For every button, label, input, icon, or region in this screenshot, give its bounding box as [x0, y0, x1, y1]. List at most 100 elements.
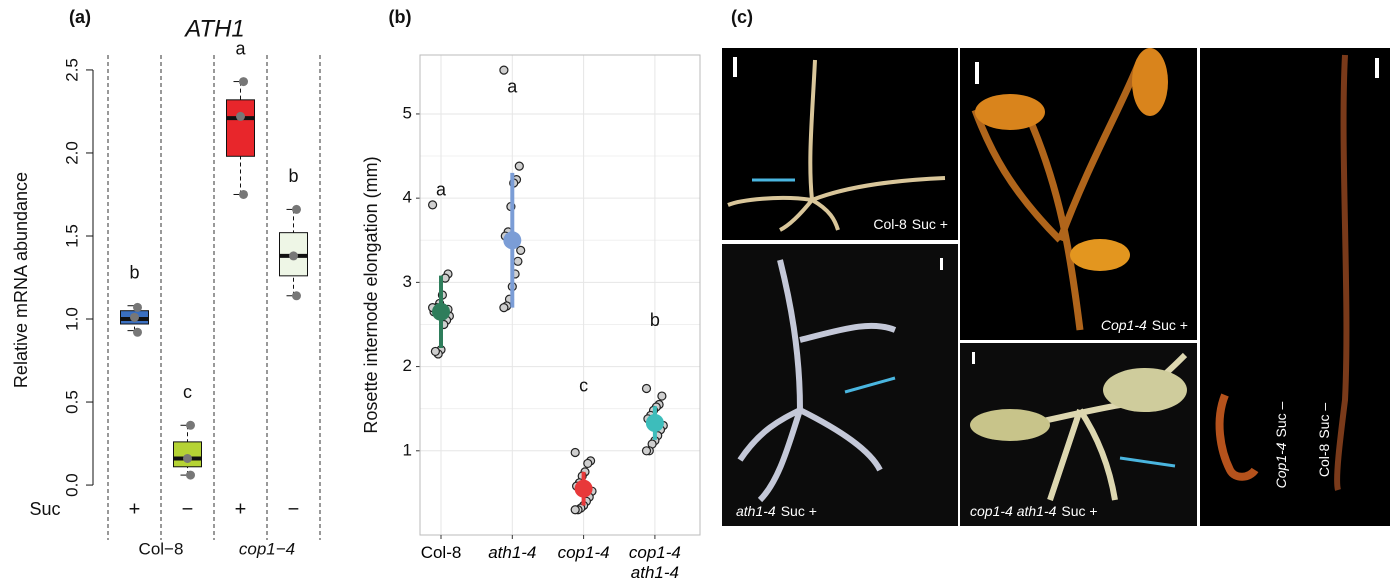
point — [430, 346, 440, 357]
x-tick-label: + — [235, 498, 247, 520]
point — [133, 327, 142, 337]
point — [239, 189, 248, 199]
arrow — [844, 376, 1176, 468]
x-tick-label: − — [288, 498, 300, 520]
photo-label: Cop1-4 Suc + — [1101, 317, 1188, 333]
panel-label: (b) — [389, 7, 412, 27]
point — [183, 453, 192, 463]
panel-label: (c) — [731, 7, 753, 27]
photo-genotype: ath1-4 — [736, 503, 776, 519]
x-tick-label: cop1-4 — [557, 543, 610, 562]
photo — [722, 48, 958, 240]
y-tick-label: 3 — [403, 272, 412, 291]
box — [226, 99, 255, 157]
group-label: cop1−4 — [239, 539, 295, 558]
significance-letter: a — [436, 179, 447, 199]
y-tick-label: 0.5 — [62, 390, 81, 414]
y-axis-label: Relative mRNA abundance — [11, 172, 31, 388]
leaf — [975, 94, 1045, 130]
point — [513, 256, 523, 266]
point — [186, 470, 195, 480]
significance-letter: c — [183, 382, 192, 402]
chart-title: ATH1 — [183, 15, 245, 42]
y-tick-label: 2 — [403, 356, 412, 375]
scale-bar — [1375, 58, 1379, 78]
y-tick-label: 2.5 — [62, 58, 81, 82]
x-tick-label: Col-8 — [420, 543, 462, 562]
point — [292, 204, 301, 214]
plant — [727, 59, 946, 232]
point — [499, 303, 509, 313]
photo-label: Col-8 Suc – — [1316, 403, 1332, 477]
plant — [737, 259, 897, 503]
leaf — [970, 409, 1050, 441]
significance-letter: c — [579, 376, 588, 396]
point — [641, 446, 652, 456]
y-tick-label: 1.5 — [62, 224, 81, 248]
mean-point — [503, 231, 522, 250]
leaf — [1103, 368, 1187, 412]
significance-letter: b — [288, 166, 298, 186]
photo-panel — [722, 48, 1390, 526]
point — [570, 505, 580, 515]
y-axis-label: Rosette internode elongation (mm) — [361, 156, 381, 433]
scale-bar — [940, 258, 943, 270]
significance-letter: a — [235, 38, 246, 58]
photo-condition: Suc + — [781, 503, 817, 519]
significance-letter: a — [507, 77, 518, 97]
significance-letter: b — [129, 262, 139, 282]
point — [641, 383, 652, 394]
scale-bar — [975, 62, 979, 84]
photo-genotype: Col-8 — [1316, 443, 1332, 477]
point — [292, 291, 301, 301]
photo-condition: Suc – — [1316, 403, 1332, 439]
point — [130, 312, 139, 322]
plant — [1215, 393, 1259, 481]
point — [516, 245, 526, 255]
significance-letter: b — [650, 310, 660, 330]
photo-label: Cop1-4 Suc – — [1273, 401, 1289, 488]
x-tick-label: + — [129, 498, 141, 520]
mean-point — [574, 479, 593, 498]
group-label: Col−8 — [139, 539, 184, 558]
point — [657, 391, 667, 401]
panel-label: (a) — [69, 7, 91, 27]
point — [570, 447, 580, 458]
x-tick-label: ath1-4 — [488, 543, 537, 562]
point — [236, 111, 245, 121]
photo — [722, 244, 958, 526]
y-tick-label: 4 — [403, 188, 412, 207]
photo-genotype: Cop1-4 — [1101, 317, 1147, 333]
x-tick-label: cop1-4 ath1-4 — [628, 543, 681, 582]
y-tick-label: 1 — [403, 440, 412, 459]
photo-genotype: Cop1-4 — [1273, 442, 1289, 488]
scale-bar — [733, 57, 737, 77]
y-tick-label: 0.0 — [62, 473, 81, 497]
photo-label: Col-8 Suc + — [873, 216, 948, 232]
photo-genotype: cop1-4 ath1-4 — [970, 503, 1057, 519]
point — [583, 458, 593, 469]
point — [289, 251, 298, 261]
x-tick-label: − — [182, 498, 194, 520]
y-tick-label: 2.0 — [62, 141, 81, 165]
point — [514, 161, 524, 171]
photo-genotype: Col-8 — [873, 216, 907, 232]
photo-condition: Suc – — [1273, 401, 1289, 437]
point — [186, 420, 195, 430]
mean-point — [645, 414, 664, 432]
leaf — [1070, 239, 1130, 271]
leaf — [1132, 48, 1168, 116]
photo — [1200, 48, 1390, 526]
point — [133, 302, 142, 312]
photo-condition: Suc + — [1061, 503, 1097, 519]
plot-frame — [419, 54, 701, 536]
photo-label: cop1-4 ath1-4 Suc + — [970, 503, 1098, 519]
photo-label: ath1-4 Suc + — [736, 503, 817, 519]
plant — [1334, 54, 1350, 491]
y-tick-label: 1.0 — [62, 307, 81, 331]
point — [428, 200, 438, 210]
mean-point — [432, 302, 450, 321]
photo-condition: Suc + — [912, 216, 948, 232]
